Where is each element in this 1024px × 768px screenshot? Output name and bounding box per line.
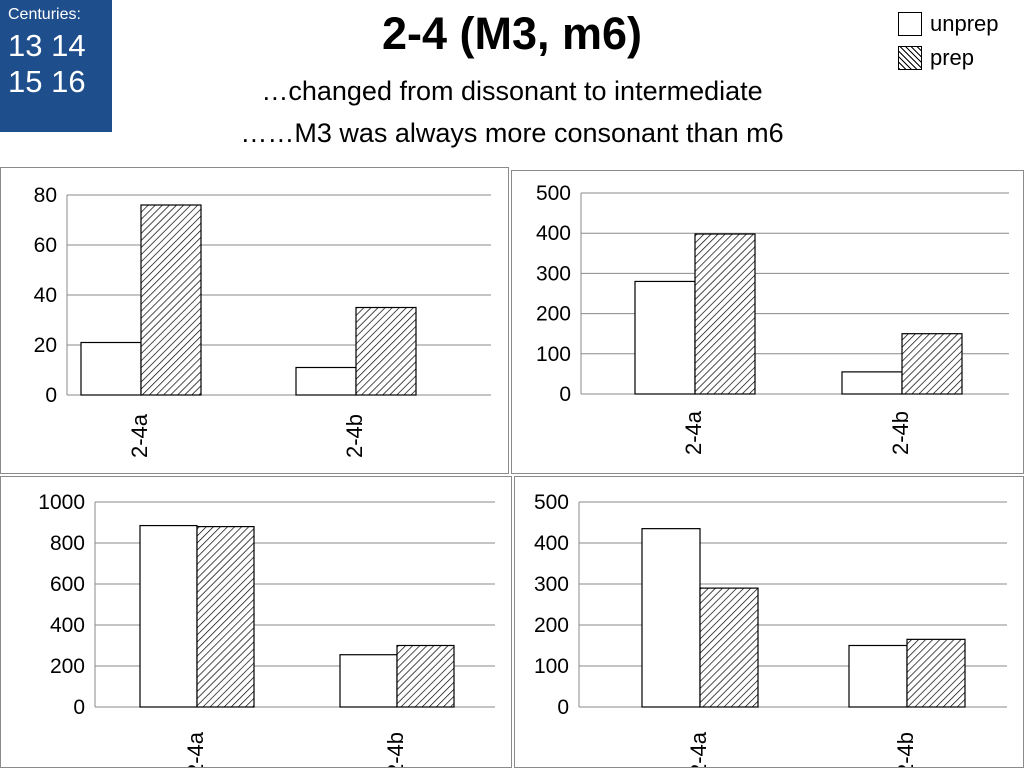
chart-panel-bottom-left: 0 200 400 600 800 1000 2-4a 2-4b [0, 476, 512, 768]
y-tick-label: 40 [34, 284, 57, 307]
chart-panel-top-left: 0 20 40 60 80 2-4a 2-4b [0, 167, 509, 474]
y-tick-label: 400 [534, 532, 569, 555]
chart-panel-bottom-right: 0 100 200 300 400 500 2-4a 2-4b [514, 476, 1024, 768]
centuries-label: Centuries: [8, 6, 81, 23]
legend-label-prep: prep [930, 45, 975, 70]
legend: unprep prep [898, 10, 999, 78]
bar-unprep [634, 280, 696, 395]
y-tick-label: 800 [50, 532, 85, 555]
category-label: 2-4b [893, 732, 918, 767]
y-tick-label: 0 [45, 384, 57, 407]
bar-unprep [841, 371, 903, 395]
bar-prep [699, 587, 759, 708]
centuries-row-1: 13 14 [8, 28, 86, 63]
y-tick-label: 200 [536, 303, 571, 326]
y-tick-label: 500 [534, 491, 569, 514]
y-tick-label: 100 [534, 655, 569, 678]
y-tick-label: 60 [34, 234, 57, 257]
legend-item-unprep: unprep [898, 10, 999, 38]
category-label: 2-4a [127, 413, 152, 458]
y-tick-label: 0 [73, 696, 85, 719]
legend-item-prep: prep [898, 44, 999, 72]
centuries-badge: Centuries: 13 14 15 16 [0, 0, 112, 132]
y-tick-label: 80 [34, 184, 57, 207]
category-label: 2-4b [342, 414, 367, 458]
y-tick-label: 400 [536, 222, 571, 245]
y-tick-label: 0 [557, 696, 569, 719]
chart-panel-top-right: 0 100 200 300 400 500 2-4a 2-4b [511, 170, 1024, 474]
bar-prep [906, 638, 966, 708]
y-tick-label: 200 [50, 655, 85, 678]
bar-unprep [848, 644, 908, 708]
y-tick-label: 0 [559, 383, 571, 406]
bar-prep [396, 644, 455, 708]
centuries-row-2: 15 16 [8, 64, 86, 99]
bar-unprep [339, 654, 398, 708]
chart-svg-bottom-left: 0 200 400 600 800 1000 2-4a 2-4b [38, 491, 495, 767]
legend-label-unprep: unprep [930, 11, 999, 36]
bar-unprep [295, 366, 357, 396]
bar-prep [140, 204, 202, 396]
bar-prep [355, 306, 417, 396]
category-label: 2-4b [383, 732, 408, 767]
y-tick-label: 400 [50, 614, 85, 637]
bar-prep [694, 233, 756, 395]
y-tick-label: 600 [50, 573, 85, 596]
y-tick-label: 300 [534, 573, 569, 596]
slide-subtitle-2: ……M3 was always more consonant than m6 [240, 118, 784, 148]
slide-subtitle-1: …changed from dissonant to intermediate [261, 76, 763, 106]
chart-svg-bottom-right: 0 100 200 300 400 500 2-4a 2-4b [534, 491, 1007, 767]
y-tick-label: 100 [536, 343, 571, 366]
y-tick-label: 1000 [38, 491, 85, 514]
bar-prep [901, 333, 963, 395]
chart-svg-top-right: 0 100 200 300 400 500 2-4a 2-4b [536, 182, 1009, 455]
y-tick-label: 20 [34, 334, 57, 357]
y-tick-label: 200 [534, 614, 569, 637]
y-tick-label: 500 [536, 182, 571, 205]
category-label: 2-4a [686, 731, 711, 767]
category-label: 2-4a [681, 410, 706, 455]
legend-swatch-hatched-icon [898, 46, 922, 70]
slide-title: 2-4 (M3, m6) [381, 8, 643, 59]
bar-unprep [641, 528, 701, 708]
legend-swatch-empty-icon [898, 12, 922, 36]
bar-prep [196, 525, 255, 708]
category-label: 2-4b [888, 411, 913, 455]
category-label: 2-4a [183, 731, 208, 767]
chart-svg-top-left: 0 20 40 60 80 2-4a 2-4b [34, 184, 491, 458]
y-tick-label: 300 [536, 262, 571, 285]
bar-unprep [80, 341, 142, 396]
bar-unprep [139, 524, 198, 708]
